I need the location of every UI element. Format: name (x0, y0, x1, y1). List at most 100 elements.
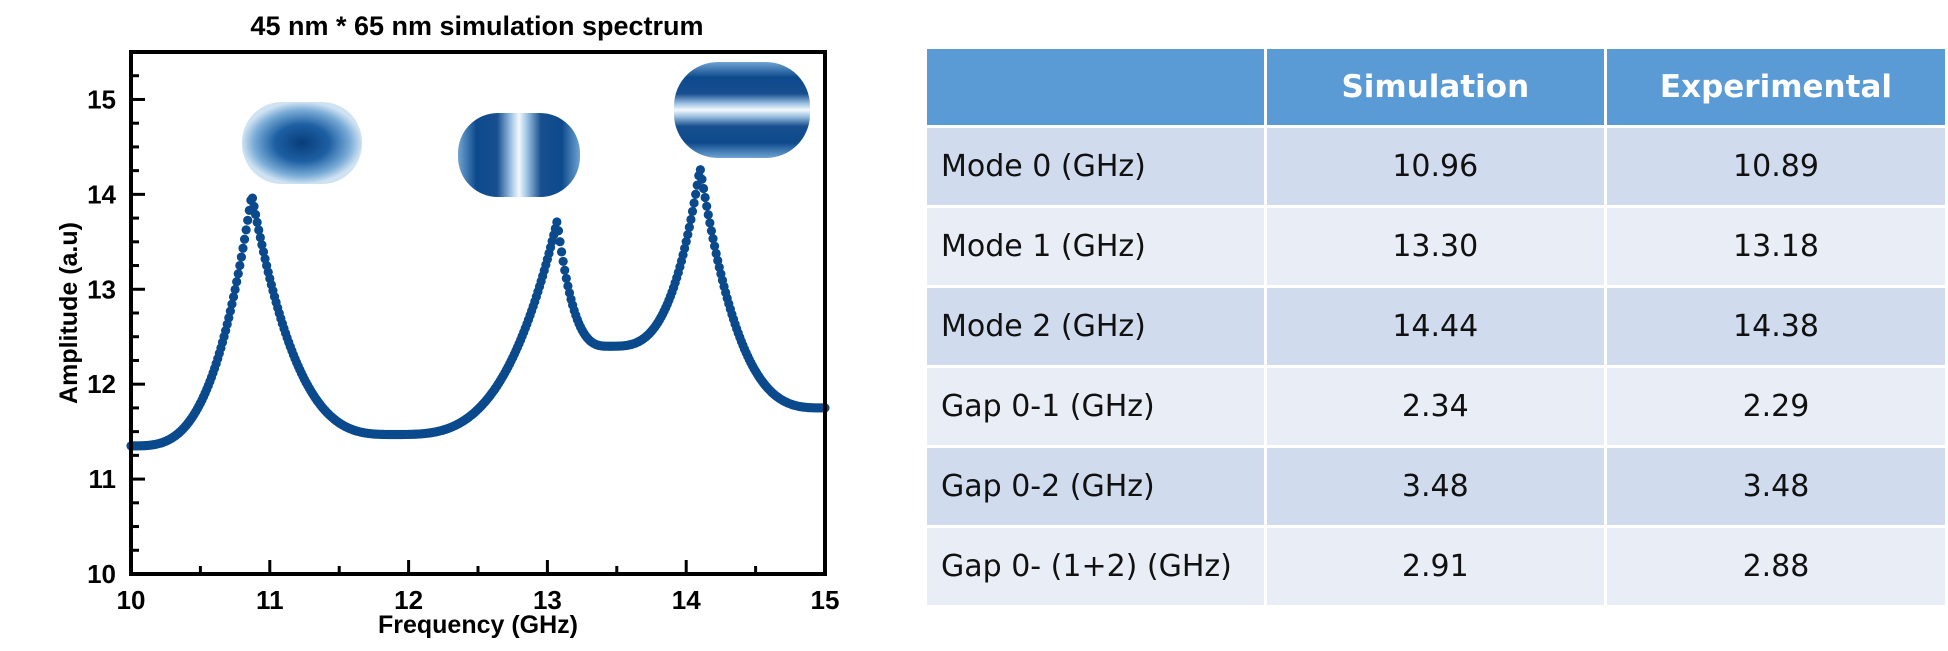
data-point (561, 273, 571, 284)
data-point (243, 215, 253, 225)
x-axis-tick-labels: 10 11 12 13 14 15 (117, 585, 840, 615)
experimental-value: 2.88 (1603, 525, 1948, 608)
row-label: Mode 0 (GHz) (924, 125, 1267, 208)
data-point (697, 174, 707, 184)
table-row: Mode 1 (GHz) 13.30 13.18 (924, 205, 1948, 288)
table-row: Mode 0 (GHz) 10.96 10.89 (924, 125, 1948, 208)
data-point (556, 247, 567, 257)
data-point (708, 234, 718, 244)
data-point (225, 306, 235, 316)
table-row: Mode 2 (GHz) 14.44 14.38 (924, 285, 1948, 368)
header-empty (924, 46, 1267, 128)
x-tick-label: 12 (394, 585, 423, 615)
data-point (230, 284, 240, 295)
simulation-value: 3.48 (1263, 445, 1607, 528)
y-axis-label: Amplitude (a.u) (55, 222, 83, 404)
data-point (711, 248, 721, 259)
data-point (252, 217, 262, 227)
experimental-value: 10.89 (1603, 125, 1948, 208)
data-point (236, 252, 247, 262)
data-point (560, 265, 570, 275)
data-point (684, 222, 694, 232)
data-point (258, 247, 269, 257)
y-tick-label: 15 (87, 84, 116, 114)
data-point (703, 210, 713, 220)
experimental-value: 3.48 (1603, 445, 1948, 528)
mode-0-inset (242, 102, 362, 184)
data-point (683, 230, 693, 240)
simulation-value: 10.96 (1263, 125, 1607, 208)
simulation-value: 14.44 (1263, 285, 1607, 368)
data-point (702, 201, 712, 211)
data-point (681, 237, 691, 247)
row-label: Gap 0-1 (GHz) (924, 365, 1267, 448)
data-point (558, 256, 568, 267)
y-tick-label: 11 (89, 464, 117, 494)
data-point (700, 192, 710, 203)
data-point (563, 281, 573, 291)
mode-2-inset (674, 62, 810, 158)
spectrum-series (126, 165, 830, 451)
data-point (698, 183, 709, 194)
data-point (232, 277, 242, 287)
data-point (255, 232, 265, 243)
data-point (257, 240, 267, 250)
row-label: Mode 1 (GHz) (924, 205, 1267, 288)
table-row: Gap 0- (1+2) (GHz) 2.91 2.88 (924, 525, 1948, 608)
data-point (251, 209, 261, 220)
table-row: Gap 0-1 (GHz) 2.34 2.29 (924, 365, 1948, 448)
simulation-value: 2.34 (1263, 365, 1607, 448)
data-point (241, 225, 251, 235)
data-point (706, 226, 717, 236)
data-point (552, 217, 562, 227)
y-tick-label: 12 (87, 369, 116, 399)
row-label: Gap 0- (1+2) (GHz) (924, 525, 1267, 608)
y-axis-tick-labels: 10 11 12 13 14 15 (87, 84, 116, 589)
data-point (705, 218, 715, 228)
experimental-value: 13.18 (1603, 205, 1948, 288)
data-point (228, 292, 239, 302)
x-tick-label: 13 (533, 585, 562, 615)
data-point (249, 201, 259, 211)
data-point (709, 241, 720, 251)
experimental-value: 2.29 (1603, 365, 1948, 448)
chart-title: 45 nm * 65 nm simulation spectrum (250, 11, 703, 41)
data-point (227, 299, 237, 309)
data-point (235, 260, 245, 271)
data-point (254, 225, 264, 235)
simulation-value: 2.91 (1263, 525, 1607, 608)
y-tick-label: 10 (87, 559, 116, 589)
x-tick-label: 15 (811, 585, 840, 615)
data-point (233, 269, 243, 279)
data-point (695, 165, 705, 175)
data-point (691, 189, 701, 199)
row-label: Gap 0-2 (GHz) (924, 445, 1267, 528)
mode-1-inset (458, 113, 580, 197)
y-tick-label: 14 (87, 179, 116, 209)
results-table: Simulation Experimental Mode 0 (GHz) 10.… (924, 46, 1948, 608)
data-point (686, 214, 696, 225)
x-tick-label: 10 (117, 585, 146, 615)
table-header-row: Simulation Experimental (924, 46, 1948, 128)
table-row: Gap 0-2 (GHz) 3.48 3.48 (924, 445, 1948, 528)
x-tick-label: 11 (256, 585, 284, 615)
plot-frame (129, 50, 827, 576)
data-point (247, 193, 258, 203)
x-axis-ticks (129, 560, 827, 574)
results-table-container: Simulation Experimental Mode 0 (GHz) 10.… (924, 46, 1948, 608)
data-point (238, 243, 248, 253)
row-label: Mode 2 (GHz) (924, 285, 1267, 368)
y-axis-ticks (131, 50, 145, 576)
simulation-value: 13.30 (1263, 205, 1607, 288)
data-point (555, 237, 565, 247)
spectrum-chart: 45 nm * 65 nm simulation spectrum 10 11 12… (55, 11, 840, 639)
y-tick-label: 13 (87, 274, 116, 304)
header-simulation: Simulation (1263, 46, 1607, 128)
data-point (239, 234, 250, 244)
x-axis-label: Frequency (GHz) (378, 611, 578, 639)
header-experimental: Experimental (1603, 46, 1948, 128)
x-tick-label: 14 (672, 585, 701, 615)
data-point (689, 198, 699, 208)
experimental-value: 14.38 (1603, 285, 1948, 368)
data-point (553, 226, 564, 236)
